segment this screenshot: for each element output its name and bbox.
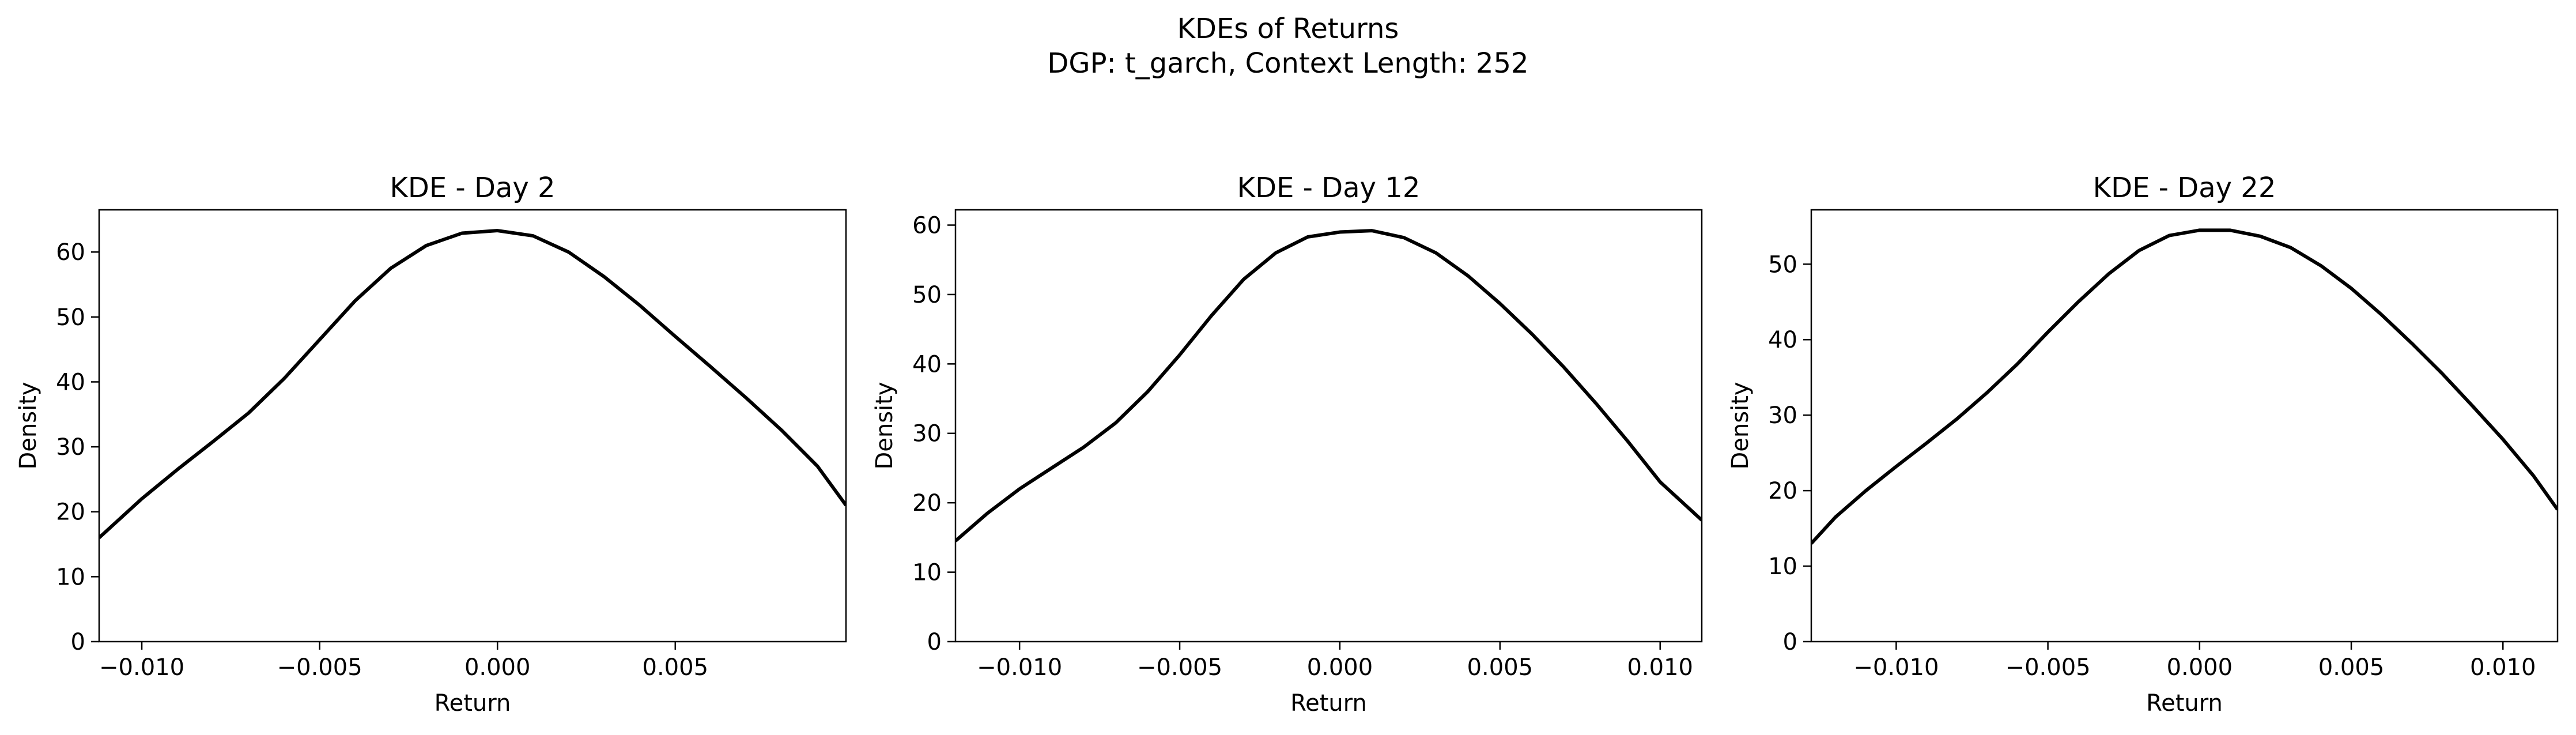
y-tick-label: 30	[912, 421, 942, 447]
y-tick-label: 60	[56, 239, 85, 266]
x-tick-label: −0.005	[277, 654, 362, 681]
x-tick-label: −0.005	[2005, 654, 2091, 681]
kde-curve	[99, 229, 846, 540]
x-tick-label: 0.010	[1627, 654, 1693, 681]
panel-title: KDE - Day 12	[1237, 172, 1421, 204]
x-tick-label: −0.010	[1853, 654, 1939, 681]
figure-subtitle: DGP: t_garch, Context Length: 252	[1047, 47, 1529, 80]
x-axis-label: Return	[2146, 690, 2223, 717]
y-tick-label: 30	[1768, 402, 1797, 429]
y-tick-label: 50	[56, 304, 85, 331]
y-tick-label: 60	[912, 212, 942, 239]
axes-frame	[954, 209, 1703, 643]
y-axis-label: Density	[1727, 382, 1754, 469]
x-tick-label: −0.010	[977, 654, 1062, 681]
y-tick-label: 50	[1768, 251, 1797, 278]
y-axis-label: Density	[15, 382, 41, 469]
x-tick-label: 0.010	[2470, 654, 2536, 681]
y-tick-label: 50	[912, 282, 942, 308]
kde-panel-day-12: −0.010 −0.005 0.000 0.005 0.010 0 10 20 30 40 50 60…	[871, 172, 1703, 717]
kde-panel-day-2: −0.010 −0.005 0.000 0.005 0 10 20 30 40 50 60 KDE -…	[15, 172, 847, 717]
x-tick-label: 0.000	[1307, 654, 1373, 681]
y-tick-label: 20	[56, 499, 85, 526]
axes-frame	[98, 209, 847, 643]
y-tick-label: 40	[56, 369, 85, 395]
y-tick-label: 30	[56, 434, 85, 461]
figure-title-block: KDEs of Returns DGP: t_garch, Context Le…	[0, 12, 2576, 81]
panel-title: KDE - Day 2	[390, 172, 555, 204]
x-tick-label: 0.005	[643, 654, 709, 681]
y-tick-label: 40	[912, 351, 942, 378]
y-tick-label: 40	[1768, 327, 1797, 353]
y-tick-label: 0	[1783, 629, 1797, 655]
y-axis-label: Density	[871, 382, 898, 469]
x-tick-label: 0.000	[464, 654, 531, 681]
y-tick-label: 0	[71, 629, 85, 655]
figure-title: KDEs of Returns	[1177, 13, 1399, 45]
x-axis-label: Return	[1290, 690, 1367, 717]
y-tick-label: 10	[56, 564, 85, 590]
y-tick-label: 20	[912, 490, 942, 517]
x-tick-label: −0.005	[1137, 654, 1222, 681]
x-tick-label: −0.010	[99, 654, 184, 681]
panel-title: KDE - Day 22	[2093, 172, 2276, 204]
x-tick-label: 0.000	[2167, 654, 2233, 681]
y-tick-label: 20	[1768, 478, 1797, 504]
kde-curve	[1811, 228, 2558, 545]
axes-frame	[1810, 209, 2559, 643]
y-tick-label: 0	[927, 629, 942, 655]
y-tick-label: 10	[1768, 553, 1797, 580]
x-axis-label: Return	[435, 690, 511, 717]
x-tick-label: 0.005	[1467, 654, 1533, 681]
y-tick-label: 10	[912, 560, 942, 586]
kde-panel-day-22: −0.010 −0.005 0.000 0.005 0.010 0 10 20 30 40 50 KD…	[1727, 172, 2559, 717]
x-tick-label: 0.005	[2318, 654, 2385, 681]
kde-curve	[955, 229, 1702, 542]
